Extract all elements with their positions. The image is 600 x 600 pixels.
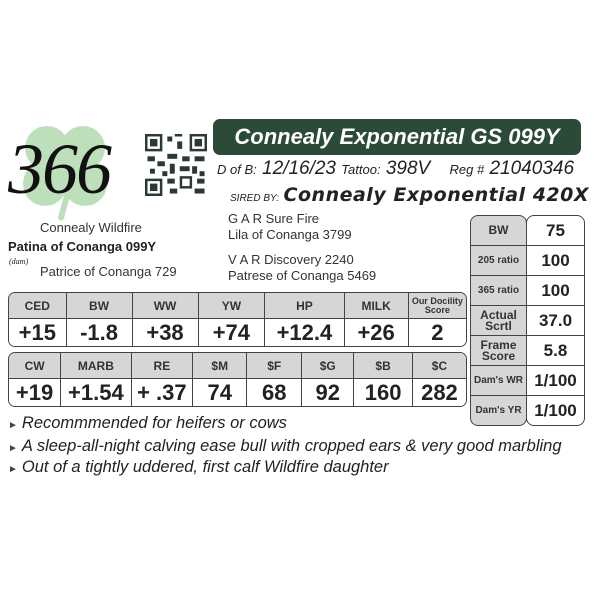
epd-value: 74: [193, 379, 248, 406]
dob-label: D of B:: [217, 162, 257, 177]
epd-value: +1.54: [61, 379, 132, 406]
epd-header: WW: [133, 293, 199, 318]
dam-side-dam: Patrese of Conanga 5469: [228, 268, 377, 283]
epd-value: 92: [302, 379, 355, 406]
reg-value: 21040346: [489, 158, 575, 179]
measure-value: 75: [527, 216, 584, 246]
epd-value: +15: [9, 319, 67, 346]
bullet-triangle-icon: ►: [8, 464, 18, 475]
measure-label: Dam's WR: [471, 366, 526, 396]
measure-label: Dam's YR: [475, 405, 522, 416]
dam-side-sire: V A R Discovery 2240: [228, 252, 354, 267]
epd-header: CW: [9, 353, 62, 378]
epd-header: $F: [247, 353, 303, 378]
epd-header: MARB: [61, 353, 132, 378]
reg-label: Reg #: [449, 162, 485, 177]
sired-by-label: SIRED BY:: [230, 193, 280, 204]
bullet-triangle-icon: ►: [8, 443, 18, 454]
epd-value: 160: [354, 379, 413, 406]
note-item: ► Recommmended for heifers or cows: [8, 414, 287, 433]
measure-value: 5.8: [527, 336, 584, 366]
measure-value: 37.0: [527, 306, 584, 336]
measure-label: Frame Score: [471, 336, 526, 366]
measure-value: 100: [527, 246, 584, 276]
epd-header: YW: [199, 293, 266, 318]
dam-label: (dam): [9, 257, 29, 266]
bullet-triangle-icon: ►: [8, 420, 18, 431]
maternal-granddam: Patrice of Conanga 729: [40, 264, 177, 279]
epd-header: CED: [9, 293, 67, 318]
measure-label: Actual Scrtl: [471, 306, 526, 336]
epd-header: $B: [354, 353, 413, 378]
clover-logo-icon: [23, 126, 107, 221]
epd-value: +19: [9, 379, 62, 406]
epd-header: $M: [193, 353, 248, 378]
measure-label: BW: [471, 216, 526, 246]
epd-value: 282: [421, 379, 458, 405]
measurements-table: BW 205 ratio 365 ratio Actual Scrtl Fram…: [470, 215, 585, 426]
measure-value: 1/100: [534, 400, 577, 420]
sired-by: SIRED BY: Connealy Exponential 420X: [230, 184, 589, 206]
epd-header: RE: [132, 353, 194, 378]
epd-table-1: CED BW WW YW HP MILK Our Docility Score …: [8, 292, 467, 347]
lot-number: 366: [8, 129, 112, 209]
sire-name: Connealy Exponential 420X: [283, 184, 589, 206]
epd-value: 2: [431, 319, 444, 345]
epd-header: $C: [431, 358, 448, 373]
sire-sire: G A R Sure Fire: [228, 211, 320, 226]
tattoo-value: 398V: [385, 158, 431, 179]
measure-value: 100: [527, 276, 584, 306]
epd-header: BW: [67, 293, 133, 318]
epd-header: MILK: [345, 293, 409, 318]
note-text: Out of a tightly uddered, first calf Wil…: [21, 458, 389, 476]
epd-table-2: CW MARB RE $M $F $G $B $C +19 +1.54 + .3…: [8, 352, 467, 407]
epd-value: +38: [133, 319, 199, 346]
measure-label: 365 ratio: [471, 276, 526, 306]
epd-value: 68: [247, 379, 303, 406]
note-text: Recommmended for heifers or cows: [21, 414, 287, 432]
animal-info-line: D of B: 12/16/23 Tattoo: 398V Reg # 2104…: [217, 158, 574, 180]
epd-header: Our Docility Score: [411, 295, 463, 315]
epd-header: $G: [302, 353, 355, 378]
epd-header: HP: [265, 293, 345, 318]
measure-label: 205 ratio: [471, 246, 526, 276]
epd-value: -1.8: [67, 319, 133, 346]
tattoo-label: Tattoo:: [341, 162, 381, 177]
epd-value: +74: [199, 319, 266, 346]
animal-name-title: Connealy Exponential GS 099Y: [213, 119, 581, 155]
maternal-grandsire: Connealy Wildfire: [40, 220, 142, 235]
dam-name: Patina of Conanga 099Y: [8, 239, 157, 254]
measure-value: 1/100: [527, 366, 584, 396]
epd-value: +26: [345, 319, 409, 346]
qr-code-icon[interactable]: [145, 134, 207, 196]
dob-value: 12/16/23: [262, 158, 336, 179]
sire-dam: Lila of Conanga 3799: [228, 227, 352, 242]
note-item: ► Out of a tightly uddered, first calf Wi…: [8, 458, 389, 477]
note-item: ► A sleep-all-night calving ease bull wit…: [8, 437, 562, 456]
epd-value: + .37: [132, 379, 194, 406]
epd-value: +12.4: [265, 319, 345, 346]
note-text: A sleep-all-night calving ease bull with…: [21, 437, 562, 455]
